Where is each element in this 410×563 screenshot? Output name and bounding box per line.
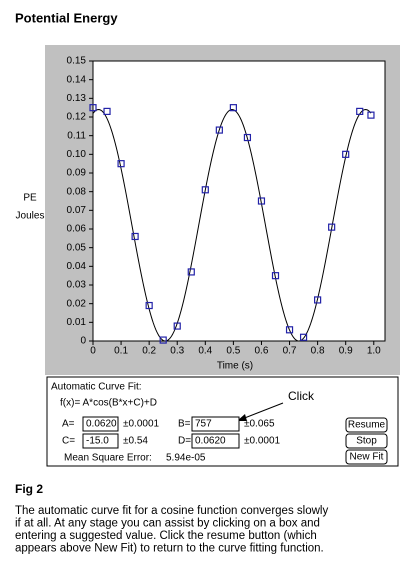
- data-point: [173, 322, 181, 330]
- param-name: D=: [178, 436, 191, 447]
- param-error: ±0.0001: [244, 436, 281, 447]
- title: Potential Energy: [15, 10, 118, 25]
- y-tick-label: 0.03: [67, 280, 87, 291]
- y-tick-label: 0.07: [67, 205, 87, 216]
- x-tick-label: 0.9: [339, 346, 353, 357]
- param-value[interactable]: 0.0620: [86, 419, 117, 430]
- data-point: [215, 126, 223, 134]
- y-tick-label: 0.02: [67, 298, 87, 309]
- x-tick-label: 0.8: [311, 346, 325, 357]
- y-axis-label: PE: [23, 193, 37, 204]
- param-value[interactable]: 757: [195, 419, 212, 430]
- y-tick-label: 0.14: [67, 74, 87, 85]
- y-tick-label: 0.04: [67, 261, 87, 272]
- button-label[interactable]: Resume: [348, 420, 386, 431]
- x-tick-label: 0.4: [198, 346, 212, 357]
- y-tick-label: 0.13: [67, 93, 87, 104]
- button-label[interactable]: New Fit: [350, 452, 384, 463]
- plot-area: [92, 60, 386, 342]
- data-point: [257, 197, 266, 205]
- param-value[interactable]: 0.0620: [195, 436, 226, 447]
- y-tick-label: 0.01: [67, 317, 87, 328]
- y-tick-label: 0.06: [67, 224, 87, 235]
- fit-title: Automatic Curve Fit:: [51, 382, 142, 393]
- caption-line: The automatic curve fit for a cosine fun…: [15, 505, 328, 517]
- param-box[interactable]: [82, 416, 119, 432]
- data-point: [271, 272, 280, 280]
- param-error: ±0.54: [123, 436, 148, 447]
- data-point: [117, 160, 125, 168]
- data-point: [145, 301, 153, 310]
- param-name: B=: [178, 419, 191, 430]
- data-point: [159, 336, 167, 344]
- y-tick-label: 0.15: [67, 56, 87, 67]
- x-axis-label: Time (s): [217, 361, 253, 372]
- param-error: ±0.065: [244, 419, 275, 430]
- y-tick-label: 0.12: [67, 112, 87, 123]
- x-tick-label: 0.2: [142, 346, 156, 357]
- x-tick-label: 0.7: [283, 346, 297, 357]
- data-point: [187, 268, 195, 276]
- y-tick-label: 0.09: [67, 168, 87, 179]
- data-point: [229, 104, 237, 112]
- y-tick-label: 0.08: [67, 186, 87, 197]
- data-point: [328, 223, 336, 231]
- y-tick-label: 0.05: [67, 242, 87, 253]
- mse-value: 5.94e-05: [166, 453, 206, 464]
- caption-line: entering a suggested value. Click the re…: [15, 530, 317, 542]
- param-box[interactable]: [82, 433, 119, 449]
- caption-line: appears above New Fit) to return to the …: [15, 543, 324, 555]
- data-point: [89, 104, 97, 112]
- param-name: C=: [62, 436, 75, 447]
- data-point: [131, 232, 139, 241]
- param-name: A=: [62, 419, 75, 430]
- y-tick-label: 0: [80, 336, 86, 347]
- param-value[interactable]: -15.0: [86, 436, 109, 447]
- fit-curve: [92, 109, 372, 342]
- param-box[interactable]: [191, 416, 240, 432]
- data-point: [367, 111, 375, 119]
- button[interactable]: [345, 417, 388, 433]
- data-point: [201, 186, 209, 194]
- data-point: [356, 107, 364, 116]
- data-point: [243, 133, 252, 142]
- param-error: ±0.0001: [123, 419, 160, 430]
- y-axis-label: Joules: [16, 211, 45, 222]
- callout: Click: [288, 389, 315, 403]
- caption-heading: Fig 2: [15, 482, 43, 496]
- data-point: [314, 296, 322, 304]
- y-tick-label: 0.11: [67, 130, 86, 141]
- y-tick-label: 0.10: [67, 149, 87, 160]
- caption-line: if at all. At any stage you can assist b…: [15, 518, 320, 530]
- data-point: [285, 326, 294, 334]
- mse-label: Mean Square Error:: [64, 453, 152, 464]
- callout-arrow: [241, 402, 284, 420]
- x-tick-label: 0.3: [170, 346, 184, 357]
- x-tick-label: 0: [90, 346, 96, 357]
- button[interactable]: [345, 433, 388, 449]
- data-point: [342, 150, 350, 158]
- x-tick-label: 0.5: [226, 346, 240, 357]
- x-tick-label: 0.1: [114, 346, 128, 357]
- param-box[interactable]: [191, 433, 240, 449]
- button[interactable]: [345, 449, 388, 465]
- x-tick-label: 0.6: [255, 346, 269, 357]
- data-point: [299, 333, 308, 341]
- x-tick-label: 1.0: [367, 346, 381, 357]
- data-point: [103, 107, 111, 116]
- fit-formula: f(x)= A*cos(B*x+C)+D: [60, 398, 157, 409]
- button-label[interactable]: Stop: [356, 436, 377, 447]
